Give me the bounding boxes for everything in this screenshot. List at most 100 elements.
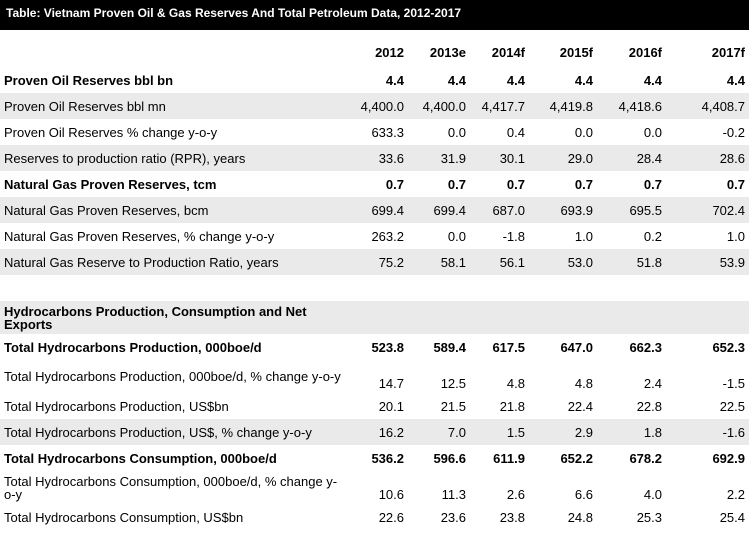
value-cell: 11.3 — [441, 487, 466, 502]
value-cell: 611.9 — [493, 450, 525, 466]
row-label: Proven Oil Reserves bbl mn — [0, 93, 347, 119]
value-cell: 22.6 — [378, 509, 404, 525]
value-cell: 24.8 — [567, 509, 593, 525]
value-cell: 2.2 — [726, 487, 745, 502]
value-cell: 2.4 — [643, 376, 662, 391]
value-cell: 21.5 — [440, 398, 466, 414]
table-row: Total Hydrocarbons Production, US$, % ch… — [0, 419, 749, 445]
value-cell: 56.1 — [470, 249, 529, 275]
value-cell: 30.1 — [470, 145, 529, 171]
table-row: Natural Gas Reserve to Production Ratio,… — [0, 249, 749, 275]
hydrocarbons-heading: Hydrocarbons Production, Consumption and… — [0, 301, 749, 334]
row-label: Total Hydrocarbons Production, US$bn — [4, 398, 229, 414]
value-cell: 4.4 — [447, 72, 466, 88]
row-label: Total Hydrocarbons Production, US$, % ch… — [0, 419, 347, 445]
value-cell: 4.8 — [574, 376, 593, 391]
value-cell: 4,408.7 — [666, 93, 749, 119]
column-header: 2013e — [429, 45, 466, 60]
section-spacer — [0, 275, 749, 301]
table-title: Table: Vietnam Proven Oil & Gas Reserves… — [0, 0, 749, 30]
row-label: Total Hydrocarbons Consumption, 000boe/d… — [4, 473, 338, 502]
value-cell: 21.8 — [499, 398, 525, 414]
table-row: Total Hydrocarbons Consumption, 000boe/d… — [0, 445, 749, 471]
value-cell: 699.4 — [347, 197, 408, 223]
value-cell: 31.9 — [408, 145, 470, 171]
value-cell: 0.7 — [506, 176, 525, 192]
value-cell: 28.4 — [597, 145, 666, 171]
value-cell: 4.8 — [506, 376, 525, 391]
value-cell: 263.2 — [371, 228, 404, 244]
table-row: Total Hydrocarbons Production, US$bn 20.1… — [0, 393, 749, 419]
value-cell: 4,419.8 — [529, 93, 597, 119]
value-cell: 25.3 — [636, 509, 662, 525]
section-heading-row: Hydrocarbons Production, Consumption and… — [0, 301, 749, 334]
value-cell: 2.6 — [506, 487, 525, 502]
value-cell: 0.0 — [574, 124, 593, 140]
value-cell: 4,417.7 — [470, 93, 529, 119]
column-header: 2015f — [559, 45, 593, 60]
header-label-cell — [0, 38, 347, 67]
value-cell: 14.7 — [378, 376, 404, 391]
value-cell: 20.1 — [378, 398, 404, 414]
value-cell: 647.0 — [560, 339, 593, 355]
column-header: 2012 — [375, 45, 404, 60]
value-cell: 523.8 — [371, 339, 404, 355]
value-cell: 6.6 — [574, 487, 593, 502]
hydrocarbons-section: Total Hydrocarbons Production, 000boe/d 5… — [0, 334, 749, 530]
value-cell: 1.5 — [470, 419, 529, 445]
table-row: Natural Gas Proven Reserves, tcm 0.7 0.7 0.… — [0, 171, 749, 197]
value-cell: 4.0 — [643, 487, 662, 502]
reserves-section: Proven Oil Reserves bbl bn 4.4 4.4 4.4 4.4 4.… — [0, 67, 749, 275]
section-heading: Hydrocarbons Production, Consumption and… — [0, 301, 347, 334]
value-cell: 23.6 — [440, 509, 466, 525]
value-cell: 0.7 — [447, 176, 466, 192]
value-cell: 53.9 — [666, 249, 749, 275]
value-cell: 0.7 — [574, 176, 593, 192]
value-cell: 22.4 — [567, 398, 593, 414]
value-cell: 4.4 — [385, 72, 404, 88]
table-row: Proven Oil Reserves % change y-o-y 633.3 0… — [0, 119, 749, 145]
value-cell: 695.5 — [597, 197, 666, 223]
value-cell: 25.4 — [719, 509, 745, 525]
value-cell: 0.0 — [447, 124, 466, 140]
value-cell: 652.3 — [712, 339, 745, 355]
value-cell: 633.3 — [371, 124, 404, 140]
petroleum-data-table: 2012 2013e 2014f 2015f 2016f 2017f Prove… — [0, 38, 749, 530]
table-row: Total Hydrocarbons Production, 000boe/d 5… — [0, 334, 749, 360]
column-header: 2014f — [491, 45, 525, 60]
value-cell: 596.6 — [433, 450, 466, 466]
value-cell: 28.6 — [666, 145, 749, 171]
value-cell: -0.2 — [722, 124, 745, 140]
value-cell: 1.0 — [574, 228, 593, 244]
row-label: Total Hydrocarbons Consumption, 000boe/d — [4, 450, 277, 466]
value-cell: 58.1 — [408, 249, 470, 275]
value-cell: 33.6 — [347, 145, 408, 171]
table-row: Total Hydrocarbons Consumption, 000boe/d… — [0, 471, 749, 504]
header-row: 2012 2013e 2014f 2015f 2016f 2017f — [0, 38, 749, 67]
value-cell: 23.8 — [499, 509, 525, 525]
value-cell: 4,400.0 — [408, 93, 470, 119]
row-label: Total Hydrocarbons Production, 000boe/d,… — [4, 369, 341, 384]
value-cell: 662.3 — [629, 339, 662, 355]
value-cell: 4.4 — [726, 72, 745, 88]
row-label: Natural Gas Reserve to Production Ratio,… — [0, 249, 347, 275]
value-cell: 4.4 — [643, 72, 662, 88]
table-row: Proven Oil Reserves bbl bn 4.4 4.4 4.4 4.4 4.… — [0, 67, 749, 93]
value-cell: 692.9 — [712, 450, 745, 466]
row-label: Total Hydrocarbons Consumption, US$bn — [4, 509, 244, 525]
value-cell: 687.0 — [470, 197, 529, 223]
value-cell: -1.5 — [722, 376, 745, 391]
table-row: Natural Gas Proven Reserves, % change y-… — [0, 223, 749, 249]
value-cell: 4.4 — [506, 72, 525, 88]
value-cell: 0.7 — [726, 176, 745, 192]
value-cell: 699.4 — [408, 197, 470, 223]
value-cell: 0.7 — [643, 176, 662, 192]
table-row: Natural Gas Proven Reserves, bcm 699.4 699… — [0, 197, 749, 223]
value-cell: 4,400.0 — [347, 93, 408, 119]
value-cell: 4,418.6 — [597, 93, 666, 119]
value-cell: 2.9 — [529, 419, 597, 445]
value-cell: 693.9 — [529, 197, 597, 223]
row-label: Proven Oil Reserves % change y-o-y — [4, 124, 218, 140]
value-cell: 589.4 — [433, 339, 466, 355]
column-header: 2016f — [628, 45, 662, 60]
